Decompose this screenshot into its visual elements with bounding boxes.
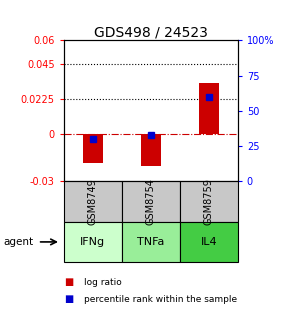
- Text: GSM8749: GSM8749: [88, 178, 98, 225]
- Bar: [141, 134, 161, 166]
- Bar: [122, 222, 180, 262]
- Bar: [64, 181, 122, 222]
- Bar: [199, 83, 219, 134]
- Text: ■: ■: [64, 294, 73, 304]
- Bar: [83, 134, 103, 163]
- Text: GSM8754: GSM8754: [146, 178, 156, 225]
- Bar: [64, 222, 122, 262]
- Title: GDS498 / 24523: GDS498 / 24523: [94, 25, 208, 39]
- Bar: [180, 222, 238, 262]
- Text: ■: ■: [64, 277, 73, 287]
- Text: GSM8759: GSM8759: [204, 178, 214, 225]
- Text: agent: agent: [3, 237, 34, 247]
- Text: TNFa: TNFa: [137, 237, 164, 247]
- Text: IFNg: IFNg: [80, 237, 105, 247]
- Bar: [122, 181, 180, 222]
- Text: log ratio: log ratio: [84, 278, 122, 287]
- Text: percentile rank within the sample: percentile rank within the sample: [84, 295, 237, 303]
- Bar: [180, 181, 238, 222]
- Text: IL4: IL4: [200, 237, 217, 247]
